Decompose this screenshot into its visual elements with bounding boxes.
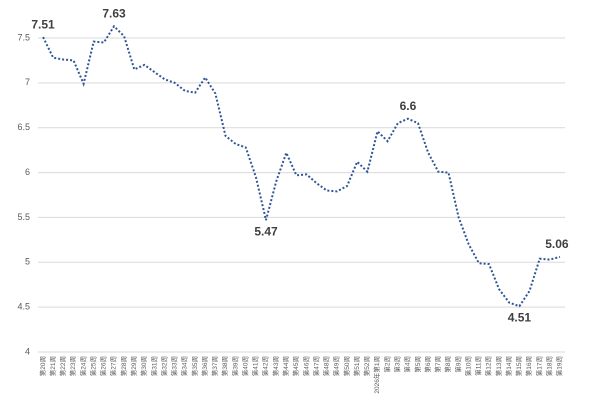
x-tick-label: 第41周	[251, 356, 260, 376]
x-tick-label: 第51周	[352, 356, 361, 376]
x-tick-label: 第31周	[149, 356, 158, 376]
y-tick-label: 5.5	[17, 212, 30, 222]
x-tick-label: 第21周	[48, 356, 57, 376]
data-line	[42, 24, 561, 308]
data-label: 5.06	[545, 237, 569, 251]
x-tick-label: 第10周	[463, 356, 472, 376]
data-label: 4.51	[508, 310, 532, 324]
x-tick-label: 第20周	[38, 356, 47, 376]
x-tick-label: 第7周	[433, 356, 442, 373]
y-tick-label: 7.5	[17, 32, 30, 42]
x-tick-label: 第16周	[524, 356, 533, 376]
x-tick-label: 第30周	[139, 356, 148, 376]
x-tick-label: 第52周	[362, 356, 371, 376]
x-tick-label: 第36周	[200, 356, 209, 376]
x-tick-label: 第19周	[555, 356, 564, 376]
x-tick-label: 第24周	[78, 356, 87, 376]
x-tick-label: 第48周	[322, 356, 331, 376]
x-tick-label: 第42周	[261, 356, 270, 376]
y-tick-label: 7	[25, 77, 30, 87]
y-tick-label: 4	[25, 346, 30, 356]
x-tick-label: 第23周	[68, 356, 77, 376]
x-tick-label: 第12周	[484, 356, 493, 376]
x-tick-label: 2026年第1周	[372, 356, 381, 394]
x-tick-label: 第49周	[332, 356, 341, 376]
x-tick-label: 第18周	[545, 356, 554, 376]
data-label: 6.6	[400, 99, 417, 113]
x-tick-label: 第32周	[159, 356, 168, 376]
x-tick-label: 第4周	[403, 356, 412, 373]
x-tick-label: 第38周	[220, 356, 229, 376]
data-label: 7.51	[31, 17, 55, 31]
y-tick-label: 5	[25, 257, 30, 267]
y-tick-label: 6	[25, 167, 30, 177]
x-tick-label: 第44周	[281, 356, 290, 376]
x-tick-label: 第37周	[210, 356, 219, 376]
x-tick-label: 第27周	[109, 356, 118, 376]
x-tick-label: 第35周	[190, 356, 199, 376]
x-tick-label: 第46周	[301, 356, 310, 376]
x-tick-label: 第28周	[119, 356, 128, 376]
x-tick-label: 第34周	[180, 356, 189, 376]
x-tick-label: 第15周	[514, 356, 523, 376]
x-tick-label: 第29周	[129, 356, 138, 376]
x-tick-label: 第40周	[240, 356, 249, 376]
x-tick-label: 第17周	[534, 356, 543, 376]
x-tick-label: 第33周	[170, 356, 179, 376]
x-tick-label: 第45周	[291, 356, 300, 376]
data-label: 5.47	[254, 224, 278, 238]
y-tick-label: 4.5	[17, 302, 30, 312]
y-tick-label: 6.5	[17, 122, 30, 132]
x-tick-label: 第9周	[453, 356, 462, 373]
x-tick-label: 第43周	[271, 356, 280, 376]
x-tick-label: 第8周	[443, 356, 452, 373]
x-tick-label: 第39周	[230, 356, 239, 376]
x-tick-label: 第47周	[311, 356, 320, 376]
x-tick-label: 第22周	[58, 356, 67, 376]
data-label: 7.63	[102, 7, 126, 21]
x-tick-label: 第50周	[342, 356, 351, 376]
x-tick-label: 第5周	[413, 356, 422, 373]
x-tick-label: 第11周	[474, 356, 483, 376]
x-tick-label: 第2周	[382, 356, 391, 373]
x-tick-label: 第14周	[504, 356, 513, 376]
x-tick-label: 第25周	[88, 356, 97, 376]
x-tick-label: 第6周	[423, 356, 432, 373]
x-tick-label: 第26周	[99, 356, 108, 376]
x-tick-label: 第3周	[392, 356, 401, 373]
x-tick-label: 第13周	[494, 356, 503, 376]
